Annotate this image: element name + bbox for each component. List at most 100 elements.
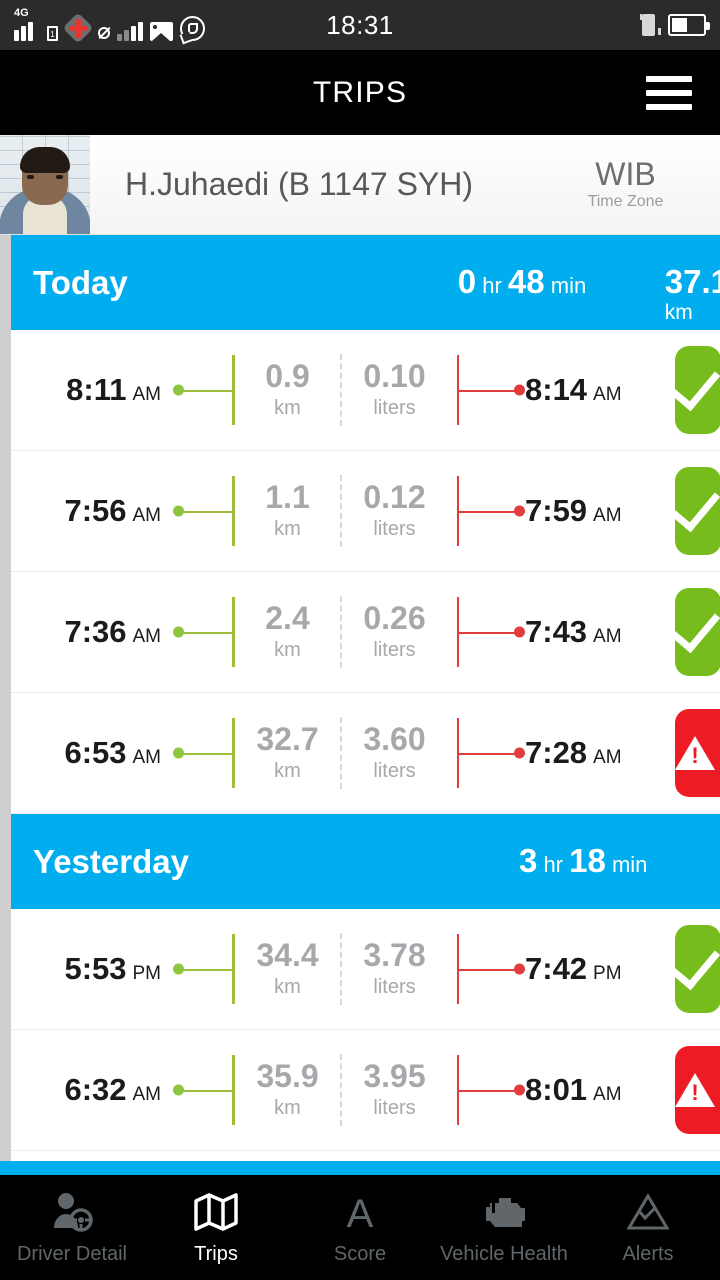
end-time-value: 7:43 [525,614,588,649]
start-time-value: 6:32 [64,1072,127,1107]
trip-status-ok-badge[interactable] [670,588,720,676]
start-time-meridiem: AM [132,626,162,647]
distance-value: 35.9 [256,1057,319,1094]
check-icon [670,359,720,412]
fuel-unit: liters [373,760,416,783]
trip-start-connector-icon [173,1055,235,1125]
timezone-block: WIB Time Zone [545,135,720,234]
trip-fuel: 3.78 liters [342,936,447,1000]
day-duration: 0 hr 48 min [458,263,586,301]
trip-status-alert-badge[interactable]: 5 [675,1046,720,1134]
trip-start-connector-icon [173,476,235,546]
day-duration: 3 hr 18 min [519,842,647,880]
trip-status-ok-badge[interactable] [670,925,720,1013]
day-hours: 3 [518,841,538,879]
check-icon [670,480,720,533]
fuel-value: 0.26 [363,599,426,636]
trip-end-connector-icon [457,355,525,425]
end-time-meridiem: AM [593,505,622,526]
fuel-value: 0.12 [363,478,426,515]
trip-fuel: 3.60 liters [342,720,447,784]
list-bottom-accent-bar [0,1161,720,1175]
trip-row[interactable]: 7:36 AM 2.4 km 0.26 liters 7:43 AM [0,572,720,693]
trip-end-connector-icon [457,934,525,1004]
end-time-value: 8:01 [525,1072,588,1107]
fuel-value: 3.60 [363,720,426,757]
day-stats: 3 hr 18 min70.2 km [189,842,720,882]
trip-start-time: 7:36 AM [11,614,161,650]
distance-unit: km [274,518,301,541]
trip-end-time: 7:42 PM [525,951,675,987]
driver-name: H.Juhaedi (B 1147 SYH) [125,166,474,202]
end-time-meridiem: AM [593,1084,622,1105]
day-minutes: 48 [507,262,545,300]
nav-item-vehicle-health[interactable]: Vehicle Health [432,1175,576,1280]
trip-status-alert-badge[interactable]: 7 [675,709,720,797]
score-a-icon: A [340,1190,380,1234]
start-time-value: 7:36 [64,614,127,649]
status-bar: 4G 1 18:31 [0,0,720,50]
start-time-meridiem: AM [132,747,162,768]
nav-item-driver-detail[interactable]: Driver Detail [0,1175,144,1280]
warning-triangle-icon [675,736,715,770]
alert-triangle-icon [627,1190,669,1234]
driver-header[interactable]: H.Juhaedi (B 1147 SYH) WIB Time Zone [0,135,720,235]
trip-row[interactable]: 5:53 PM 34.4 km 3.78 liters 7:42 PM [0,909,720,1030]
trip-row[interactable]: 7:56 AM 1.1 km 0.12 liters 7:59 AM [0,451,720,572]
page-title: TRIPS [312,75,408,109]
bottom-navigation[interactable]: Driver Detail Trips A Score Vehicle Heal… [0,1175,720,1280]
distance-unit: km [274,760,301,783]
metric-divider [340,933,342,1005]
trip-end-time: 8:14 AM [525,372,675,408]
sim-slot-icon: 1 [47,26,58,41]
signal-bars-secondary-icon [117,19,143,41]
timezone-label: Time Zone [587,193,664,211]
timezone-code: WIB [595,155,656,192]
fuel-value: 3.78 [363,936,426,973]
distance-value: 0.9 [265,357,310,394]
hour-unit: hr [482,272,502,298]
trip-fuel: 0.26 liters [342,599,447,663]
day-title: Today [33,263,128,301]
fuel-unit: liters [373,639,416,662]
nav-item-trips[interactable]: Trips [144,1175,288,1280]
trip-distance: 35.9 km [235,1057,340,1121]
nav-label: Vehicle Health [440,1242,568,1265]
distance-value: 1.1 [265,478,310,515]
nav-item-alerts[interactable]: Alerts [576,1175,720,1280]
trips-list[interactable]: Today 0 hr 48 min 37.1 km 8:11 AM 0.9 km 0.10 li… [0,235,720,1161]
no-signal-icon [98,26,111,41]
start-time-value: 6:53 [64,735,127,770]
vibrate-icon [640,12,661,38]
app-bar: TRIPS [0,50,720,135]
trip-end-connector-icon [457,1055,525,1125]
avatar[interactable] [0,135,90,234]
trip-start-time: 6:53 AM [11,735,161,771]
trip-status-ok-badge[interactable] [670,346,720,434]
fuel-value: 0.10 [363,357,426,394]
nav-label: Driver Detail [16,1242,128,1265]
fuel-unit: liters [373,976,416,999]
trip-end-time: 7:28 AM [525,735,675,771]
nav-item-score[interactable]: A Score [288,1175,432,1280]
nav-label: Alerts [622,1242,674,1265]
start-time-value: 8:11 [66,372,127,407]
start-time-meridiem: AM [132,384,162,405]
hamburger-menu-icon[interactable] [646,75,692,110]
end-time-meridiem: AM [593,747,622,768]
fuel-value: 3.95 [363,1057,426,1094]
day-title: Yesterday [33,842,189,880]
end-time-value: 7:59 [525,493,588,528]
trip-start-connector-icon [173,355,235,425]
signal-bars-icon: 4G [14,8,40,41]
trip-row[interactable]: 8:11 AM 0.9 km 0.10 liters 8:14 AM [0,330,720,451]
trip-fuel: 0.10 liters [342,357,447,421]
trip-end-connector-icon [457,597,525,667]
distance-value: 34.4 [256,936,319,973]
end-time-value: 7:28 [525,735,588,770]
minute-unit: min [550,272,587,298]
trip-status-ok-badge[interactable] [670,467,720,555]
